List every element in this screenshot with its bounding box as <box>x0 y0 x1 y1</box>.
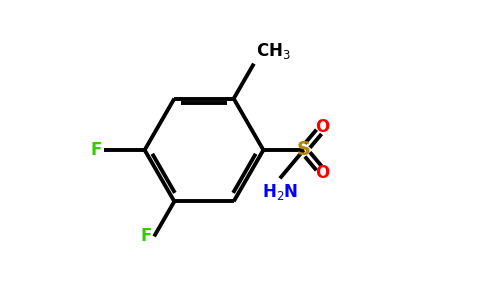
Text: CH$_3$: CH$_3$ <box>256 41 291 61</box>
Text: F: F <box>91 141 102 159</box>
Text: F: F <box>140 227 152 245</box>
Text: H$_2$N: H$_2$N <box>262 182 298 202</box>
Text: S: S <box>297 140 311 160</box>
Text: O: O <box>316 118 330 136</box>
Text: O: O <box>316 164 330 181</box>
